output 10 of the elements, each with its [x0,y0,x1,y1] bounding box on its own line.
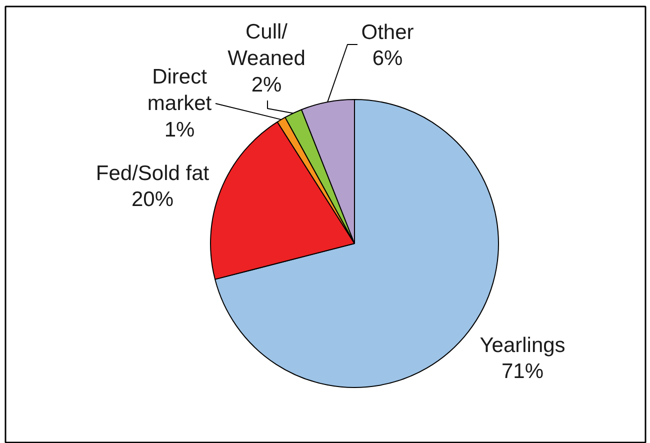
slice-label: Yearlings [480,334,566,357]
slice-label: Fed/Sold fat [96,162,210,185]
slice-label: Cull/Weaned [228,20,306,70]
data-label: 20% [131,188,174,212]
data-label: 1% [164,118,195,142]
data-label: 6% [372,47,403,70]
data-label: 71% [501,360,544,384]
slice-label: Direct market [147,66,212,115]
slice-label: Other [361,20,414,44]
data-label: 2% [251,73,282,96]
